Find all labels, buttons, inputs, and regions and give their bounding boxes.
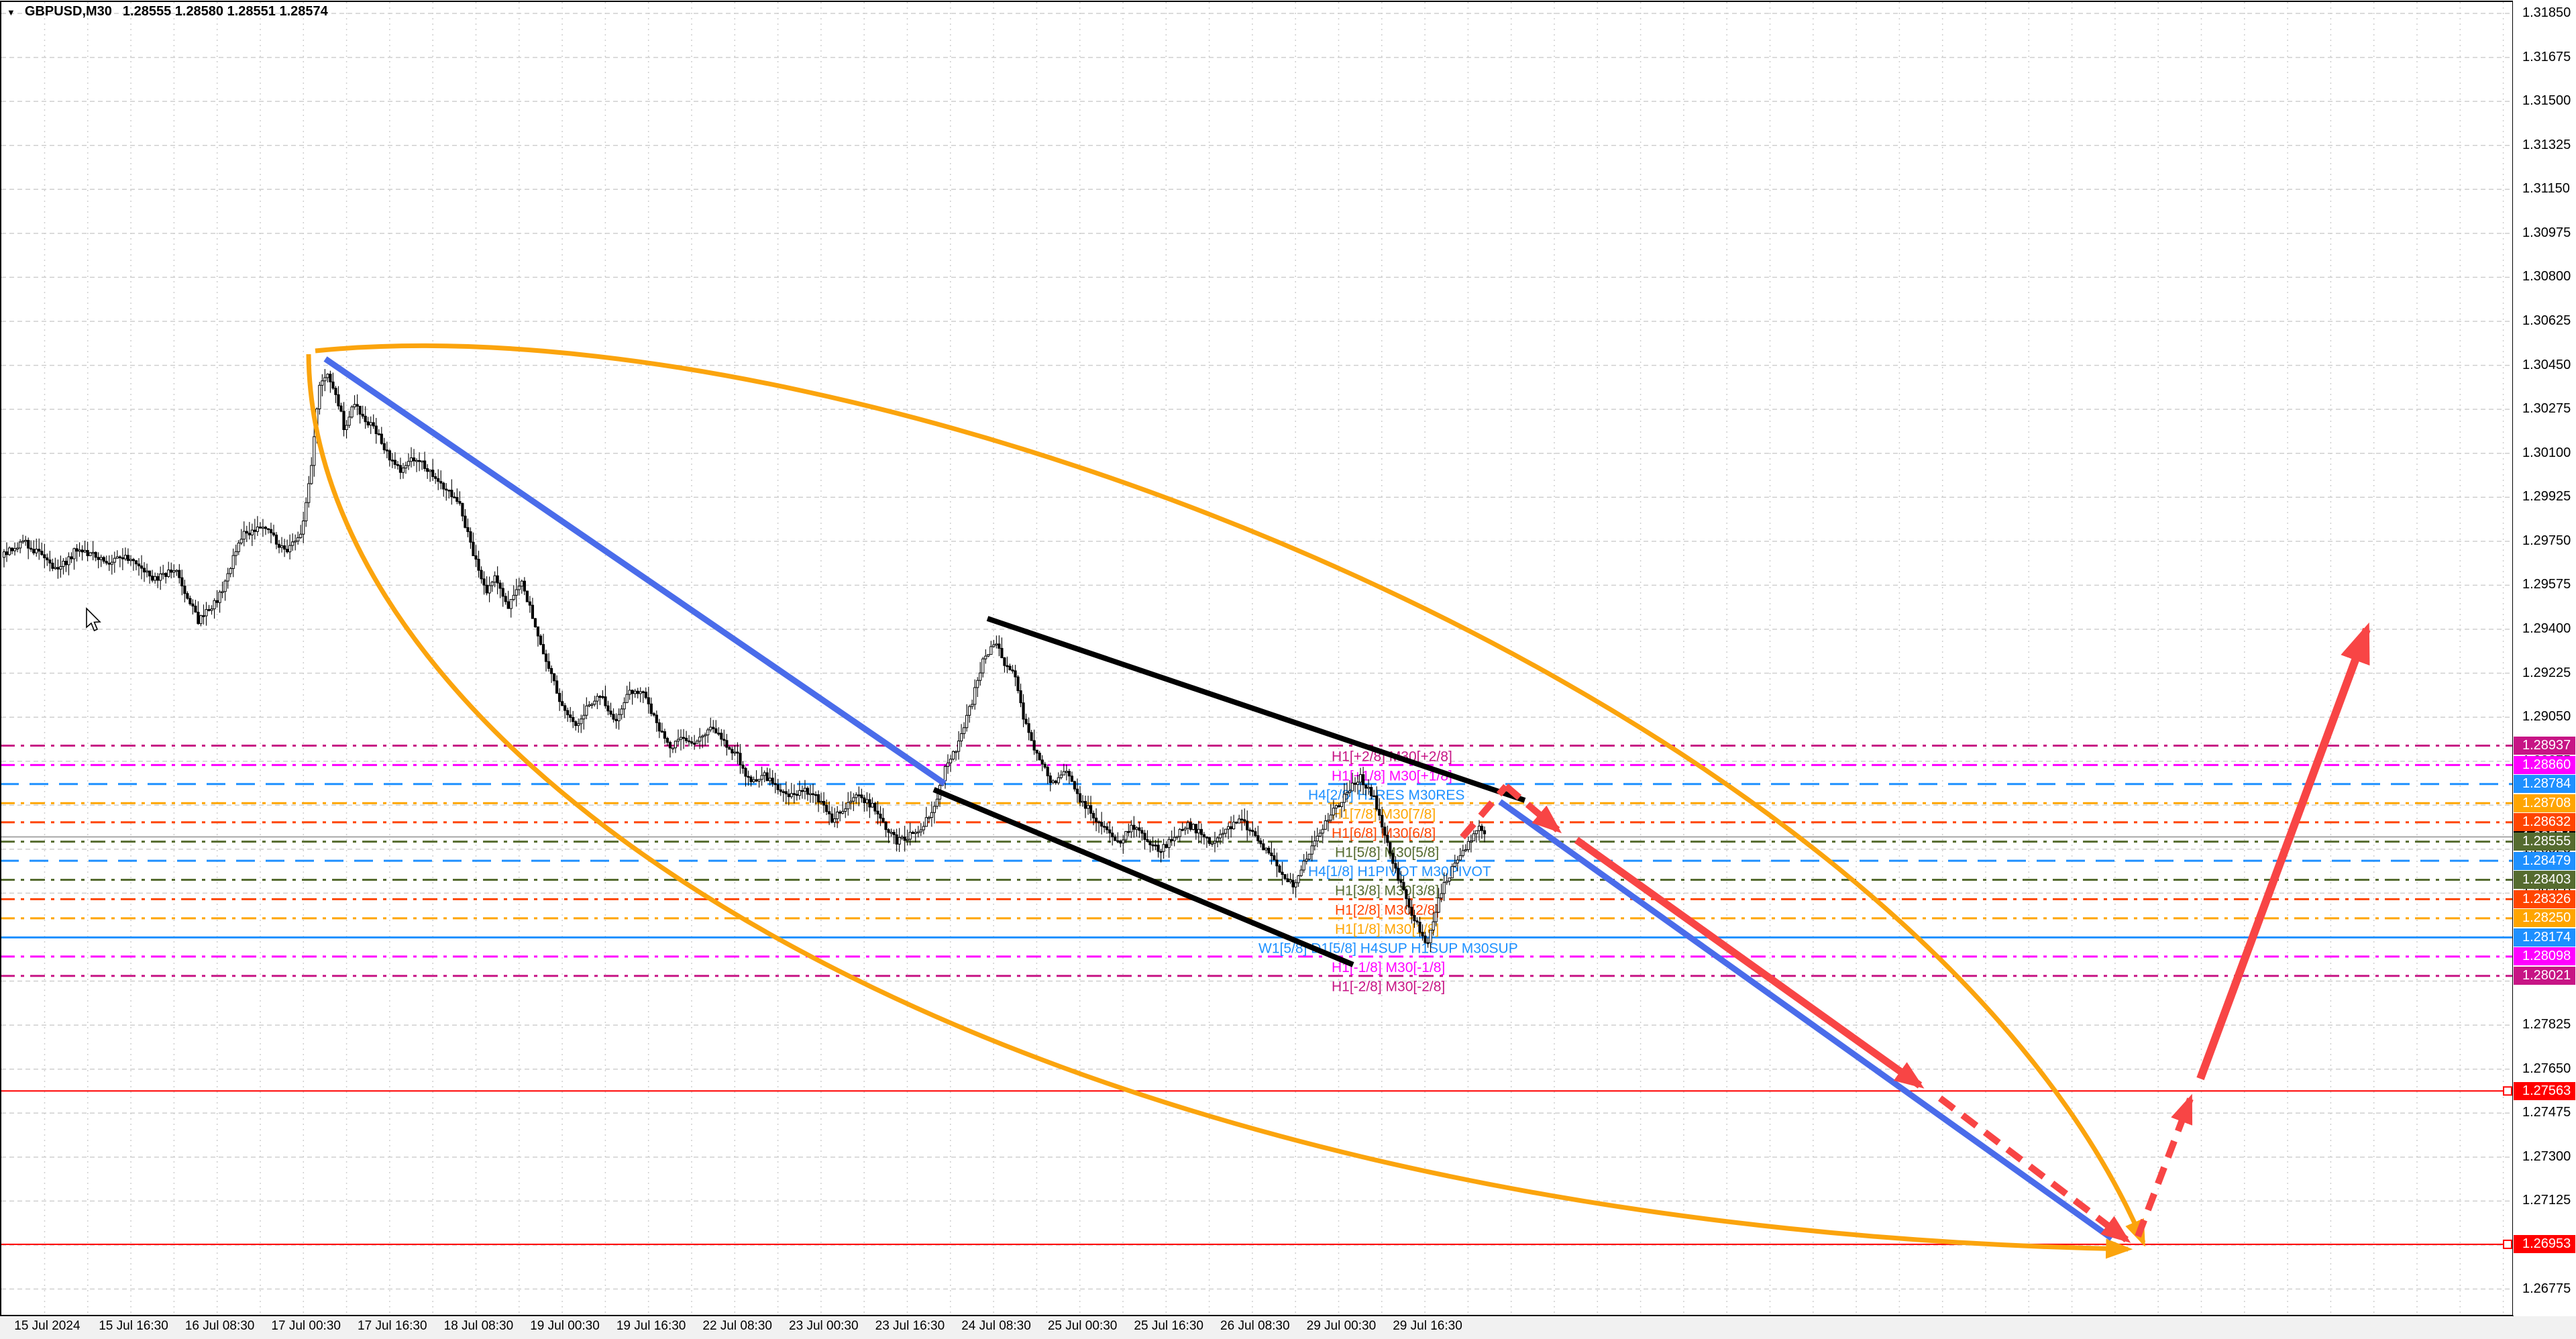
- price-tick-1.30450: 1.30450: [2522, 357, 2571, 372]
- price-tick-1.26775: 1.26775: [2522, 1281, 2571, 1296]
- price-tick-1.31850: 1.31850: [2522, 5, 2571, 20]
- chart-title: ▼ GBPUSD,M30 1.28555 1.28580 1.28551 1.2…: [7, 4, 328, 19]
- price-tick-1.30975: 1.30975: [2522, 225, 2571, 240]
- price-tick-1.30800: 1.30800: [2522, 269, 2571, 284]
- level-label-1.28555: H1[5/8] M30[5/8]: [1335, 845, 1439, 861]
- level-label-1.28021: H1[-2/8] M30[-2/8]: [1332, 979, 1445, 995]
- candlesticks: [2, 369, 1487, 953]
- forecast-dashed-up-long[interactable]: [2135, 1093, 2194, 1238]
- time-label-15-Jul-2024: 15 Jul 2024: [14, 1319, 80, 1333]
- forecast-dashed-up-small[interactable]: [1460, 784, 1509, 840]
- support-badge-1.26953: 1.26953: [2514, 1235, 2575, 1254]
- price-tick-1.30275: 1.30275: [2522, 401, 2571, 417]
- time-label-18-Jul-08-30: 18 Jul 08:30: [443, 1319, 514, 1333]
- price-tick-1.31675: 1.31675: [2522, 49, 2571, 64]
- price-tick-1.29575: 1.29575: [2522, 577, 2571, 592]
- level-badge-1.28021: 1.28021: [2514, 967, 2575, 985]
- price-tick-1.29400: 1.29400: [2522, 621, 2571, 636]
- price-tick-1.27825: 1.27825: [2522, 1017, 2571, 1032]
- price-tick-1.29925: 1.29925: [2522, 489, 2571, 504]
- price-tick-1.31150: 1.31150: [2522, 181, 2570, 197]
- level-label-1.28326: H1[2/8] M30[2/8]: [1335, 902, 1439, 918]
- time-label-29-Jul-16-30: 29 Jul 16:30: [1393, 1319, 1462, 1333]
- trendline-blue-upper[interactable]: [323, 356, 947, 786]
- ohlc-readout: 1.28555 1.28580 1.28551 1.28574: [122, 4, 328, 19]
- level-label-1.28403: H1[3/8] M30[3/8]: [1335, 883, 1439, 899]
- price-tick-1.31325: 1.31325: [2522, 137, 2571, 152]
- mouse-cursor-icon: [86, 607, 101, 632]
- price-axis[interactable]: 1.31850 1.31675 1.31500 1.31325 1.31150 1.309…: [2513, 0, 2576, 1316]
- time-label-19-Jul-00-30: 19 Jul 00:30: [530, 1319, 600, 1333]
- grid-lines: [1, 2, 2513, 1316]
- time-label-23-Jul-16-30: 23 Jul 16:30: [875, 1319, 945, 1333]
- channel-line-lower[interactable]: [932, 787, 1354, 967]
- price-tick-1.27650: 1.27650: [2522, 1061, 2571, 1076]
- time-label-26-Jul-08-30: 26 Jul 08:30: [1220, 1319, 1290, 1333]
- time-label-25-Jul-16-30: 25 Jul 16:30: [1134, 1319, 1203, 1333]
- channel-line-upper[interactable]: [986, 616, 1526, 803]
- level-label-1.28784: H4[2/8] H1RES M30RES: [1308, 788, 1464, 803]
- support-line-lower-anchor[interactable]: [2503, 1239, 2512, 1249]
- level-badge-1.28937: 1.28937: [2514, 736, 2575, 755]
- level-badge-1.28250: 1.28250: [2514, 909, 2575, 928]
- ellipse-lower-arc[interactable]: [306, 354, 2133, 1259]
- price-tick-1.27300: 1.27300: [2522, 1148, 2571, 1164]
- level-label-1.28250: H1[1/8] M30[1/8]: [1335, 922, 1439, 937]
- chart-annotations[interactable]: [306, 343, 2371, 1259]
- chart-frame: [0, 1, 2520, 1321]
- price-tick-1.30100: 1.30100: [2522, 445, 2571, 460]
- level-label-1.28479: H4[1/8] H1PIVOT M30PIVOT: [1308, 864, 1491, 879]
- impulse-arrow-down[interactable]: [1574, 837, 1925, 1089]
- level-badge-1.28555: 1.28555: [2514, 833, 2575, 851]
- price-tick-1.31500: 1.31500: [2522, 93, 2571, 109]
- level-badge-1.28632: 1.28632: [2514, 813, 2575, 832]
- level-badge-1.28174: 1.28174: [2514, 928, 2575, 947]
- forecast-dashed-down-long[interactable]: [1937, 1095, 2131, 1243]
- price-tick-1.29225: 1.29225: [2522, 665, 2571, 680]
- level-badge-1.28479: 1.28479: [2514, 851, 2575, 870]
- murrey-level-lines[interactable]: [0, 744, 2513, 977]
- time-label-22-Jul-08-30: 22 Jul 08:30: [702, 1319, 772, 1333]
- impulse-arrow-up[interactable]: [2196, 622, 2371, 1081]
- level-label-1.28098: H1[-1/8] M30[-1/8]: [1332, 960, 1445, 975]
- chevron-down-icon[interactable]: ▼: [7, 7, 15, 17]
- time-label-19-Jul-16-30: 19 Jul 16:30: [616, 1319, 686, 1333]
- time-label-17-Jul-16-30: 17 Jul 16:30: [358, 1319, 427, 1333]
- time-label-29-Jul-00-30: 29 Jul 00:30: [1306, 1319, 1377, 1333]
- time-label-25-Jul-00-30: 25 Jul 00:30: [1047, 1319, 1118, 1333]
- forecast-dashed-down-small[interactable]: [1503, 784, 1562, 834]
- horizontal-support-lines[interactable]: [0, 1086, 2513, 1249]
- trendline-blue-lower[interactable]: [1498, 799, 2114, 1241]
- ellipse-upper-arc[interactable]: [315, 343, 2146, 1247]
- level-badge-1.28403: 1.28403: [2514, 871, 2575, 890]
- level-badge-1.28098: 1.28098: [2514, 947, 2575, 966]
- level-badge-1.28784: 1.28784: [2514, 775, 2575, 794]
- price-tick-1.27475: 1.27475: [2522, 1105, 2571, 1120]
- time-label-15-Jul-16-30: 15 Jul 16:30: [99, 1319, 168, 1333]
- time-label-23-Jul-00-30: 23 Jul 00:30: [789, 1319, 859, 1333]
- level-label-1.28708: H1[7/8] M30[7/8]: [1332, 806, 1436, 822]
- time-label-24-Jul-08-30: 24 Jul 08:30: [961, 1319, 1031, 1333]
- level-badge-1.28708: 1.28708: [2514, 794, 2575, 812]
- price-tick-1.30625: 1.30625: [2522, 313, 2571, 328]
- price-tick-1.27125: 1.27125: [2522, 1193, 2571, 1208]
- symbol-period-label: GBPUSD,M30: [24, 4, 112, 19]
- time-label-17-Jul-00-30: 17 Jul 00:30: [271, 1319, 341, 1333]
- level-badge-1.28326: 1.28326: [2514, 890, 2575, 908]
- level-badge-1.28860: 1.28860: [2514, 755, 2575, 774]
- time-axis[interactable]: 15 Jul 2024 15 Jul 16:30 16 Jul 08:30 17 Ju…: [0, 1316, 2576, 1339]
- price-tick-1.29750: 1.29750: [2522, 533, 2571, 548]
- support-line-upper-anchor[interactable]: [2503, 1086, 2512, 1096]
- time-label-16-Jul-08-30: 16 Jul 08:30: [184, 1319, 255, 1333]
- price-tick-1.29050: 1.29050: [2522, 709, 2571, 725]
- support-badge-1.27563: 1.27563: [2514, 1081, 2575, 1100]
